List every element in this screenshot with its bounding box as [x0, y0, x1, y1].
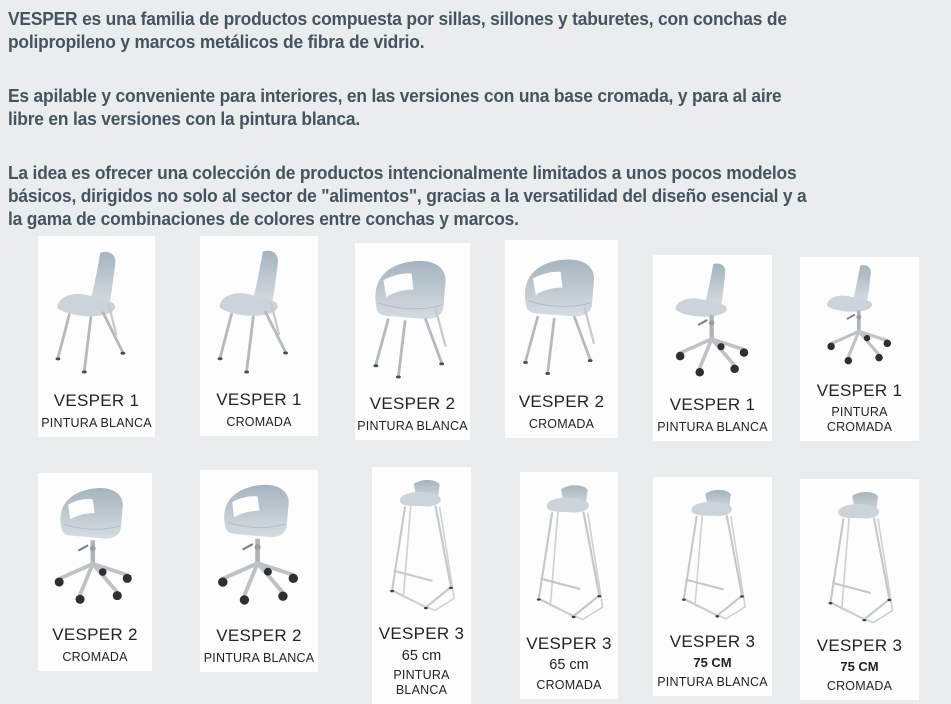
- product-model: VESPER 1: [816, 380, 903, 400]
- product-model: VESPER 3: [669, 632, 756, 652]
- office-swivel-chair-image: [657, 259, 769, 395]
- product-card-vesper2-cromada[interactable]: VESPER 2 CROMADA: [505, 240, 618, 438]
- product-size: 65 cm: [549, 656, 589, 673]
- intro-line: libre en las versiones con la pintura bl…: [8, 108, 361, 129]
- product-label: VESPER 2 CROMADA: [38, 625, 152, 671]
- intro-line: Es apilable y conveniente para interiore…: [8, 85, 782, 106]
- product-label: VESPER 3 65 cm CROMADA: [520, 634, 618, 699]
- product-model: VESPER 3: [816, 636, 903, 656]
- product-label: VESPER 3 75 CM PINTURA BLANCA: [653, 632, 772, 696]
- product-model: VESPER 2: [52, 625, 138, 645]
- product-variant: PINTURA BLANCA: [41, 415, 152, 430]
- intro-paragraph: Es apilable y conveniente para interiore…: [8, 84, 949, 130]
- intro-line: la gama de combinaciones de colores entr…: [8, 208, 519, 229]
- product-variant: PINTURA CROMADA: [826, 405, 893, 434]
- product-label: VESPER 1 CROMADA: [200, 390, 318, 436]
- product-model: VESPER 1: [216, 390, 302, 410]
- product-label: VESPER 3 75 CM CROMADA: [800, 636, 919, 700]
- product-size: 75 CM: [840, 658, 879, 674]
- product-card-vesper1-pintura-blanca[interactable]: VESPER 1 PINTURA BLANCA: [38, 236, 155, 437]
- product-variant: PINTURA BLANCA: [657, 674, 768, 689]
- product-card-vesper1-office-pintura-cromada[interactable]: VESPER 1 PINTURA CROMADA: [800, 257, 919, 441]
- product-variant: PINTURA BLANCA: [357, 418, 468, 433]
- product-card-vesper3-75-cromada[interactable]: VESPER 3 75 CM CROMADA: [800, 479, 919, 700]
- product-variant: CROMADA: [536, 677, 602, 692]
- product-card-vesper1-office-pintura-blanca[interactable]: VESPER 1 PINTURA BLANCA: [653, 255, 772, 441]
- intro-line: VESPER es una familia de productos compu…: [8, 8, 787, 29]
- product-size: 65 cm: [401, 647, 442, 664]
- product-label: VESPER 2 PINTURA BLANCA: [355, 394, 470, 440]
- product-model: VESPER 1: [53, 391, 140, 411]
- product-label: VESPER 1 PINTURA BLANCA: [38, 391, 155, 437]
- product-card-vesper3-75-pintura-blanca[interactable]: VESPER 3 75 CM PINTURA BLANCA: [653, 477, 772, 696]
- product-variant: PINTURA BLANCA: [657, 419, 768, 434]
- armchair-image: [358, 247, 466, 394]
- office-swivel-armchair-image: [204, 474, 315, 626]
- intro-paragraph: La idea es ofrecer una colección de prod…: [8, 161, 949, 230]
- product-model: VESPER 1: [669, 395, 756, 415]
- product-card-vesper2-pintura-blanca[interactable]: VESPER 2 PINTURA BLANCA: [355, 243, 470, 440]
- product-label: VESPER 1 PINTURA CROMADA: [800, 381, 919, 441]
- product-model: VESPER 3: [526, 633, 612, 653]
- armchair-image: [508, 244, 614, 392]
- product-variant: CROMADA: [528, 416, 595, 431]
- intro-paragraph: VESPER es una familia de productos compu…: [8, 7, 949, 53]
- product-card-vesper2-office-pintura-blanca[interactable]: VESPER 2 PINTURA BLANCA: [200, 470, 318, 672]
- product-label: VESPER 1 PINTURA BLANCA: [653, 395, 772, 441]
- product-card-vesper3-65-cromada[interactable]: VESPER 3 65 cm CROMADA: [520, 472, 618, 699]
- product-model: VESPER 2: [518, 392, 605, 412]
- office-swivel-armchair-image: [41, 477, 148, 625]
- intro-line: polipropileno y marcos metálicos de fibr…: [8, 31, 425, 52]
- product-label: VESPER 3 65 cm PINTURA BLANCA: [372, 624, 471, 704]
- product-model: VESPER 3: [378, 624, 465, 644]
- product-variant: CROMADA: [826, 678, 893, 693]
- product-variant: PINTURA BLANCA: [203, 650, 315, 665]
- product-label: VESPER 2 CROMADA: [505, 392, 618, 438]
- product-size: 75 CM: [693, 654, 732, 670]
- product-variant: CROMADA: [62, 649, 128, 664]
- product-card-vesper1-cromada[interactable]: VESPER 1 CROMADA: [200, 236, 318, 436]
- stool-image: [804, 483, 916, 636]
- stool-image: [375, 471, 468, 624]
- intro-line: básicos, dirigidos no solo al sector de …: [8, 185, 807, 206]
- product-variant: CROMADA: [226, 414, 292, 429]
- side-chair-image: [42, 240, 152, 391]
- side-chair-image: [204, 240, 315, 390]
- product-label: VESPER 2 PINTURA BLANCA: [200, 626, 318, 672]
- product-card-vesper2-office-cromada[interactable]: VESPER 2 CROMADA: [38, 473, 152, 671]
- intro-line: La idea es ofrecer una colección de prod…: [8, 162, 797, 183]
- product-model: VESPER 2: [216, 626, 302, 646]
- product-model: VESPER 2: [369, 394, 456, 414]
- office-swivel-chair-image: [804, 261, 916, 381]
- stool-image: [523, 476, 615, 634]
- product-card-vesper3-65-pintura-blanca[interactable]: VESPER 3 65 cm PINTURA BLANCA: [372, 467, 471, 704]
- intro-text: VESPER es una familia de productos compu…: [8, 7, 949, 261]
- product-variant: PINTURA BLANCA: [393, 668, 450, 697]
- stool-image: [657, 481, 769, 632]
